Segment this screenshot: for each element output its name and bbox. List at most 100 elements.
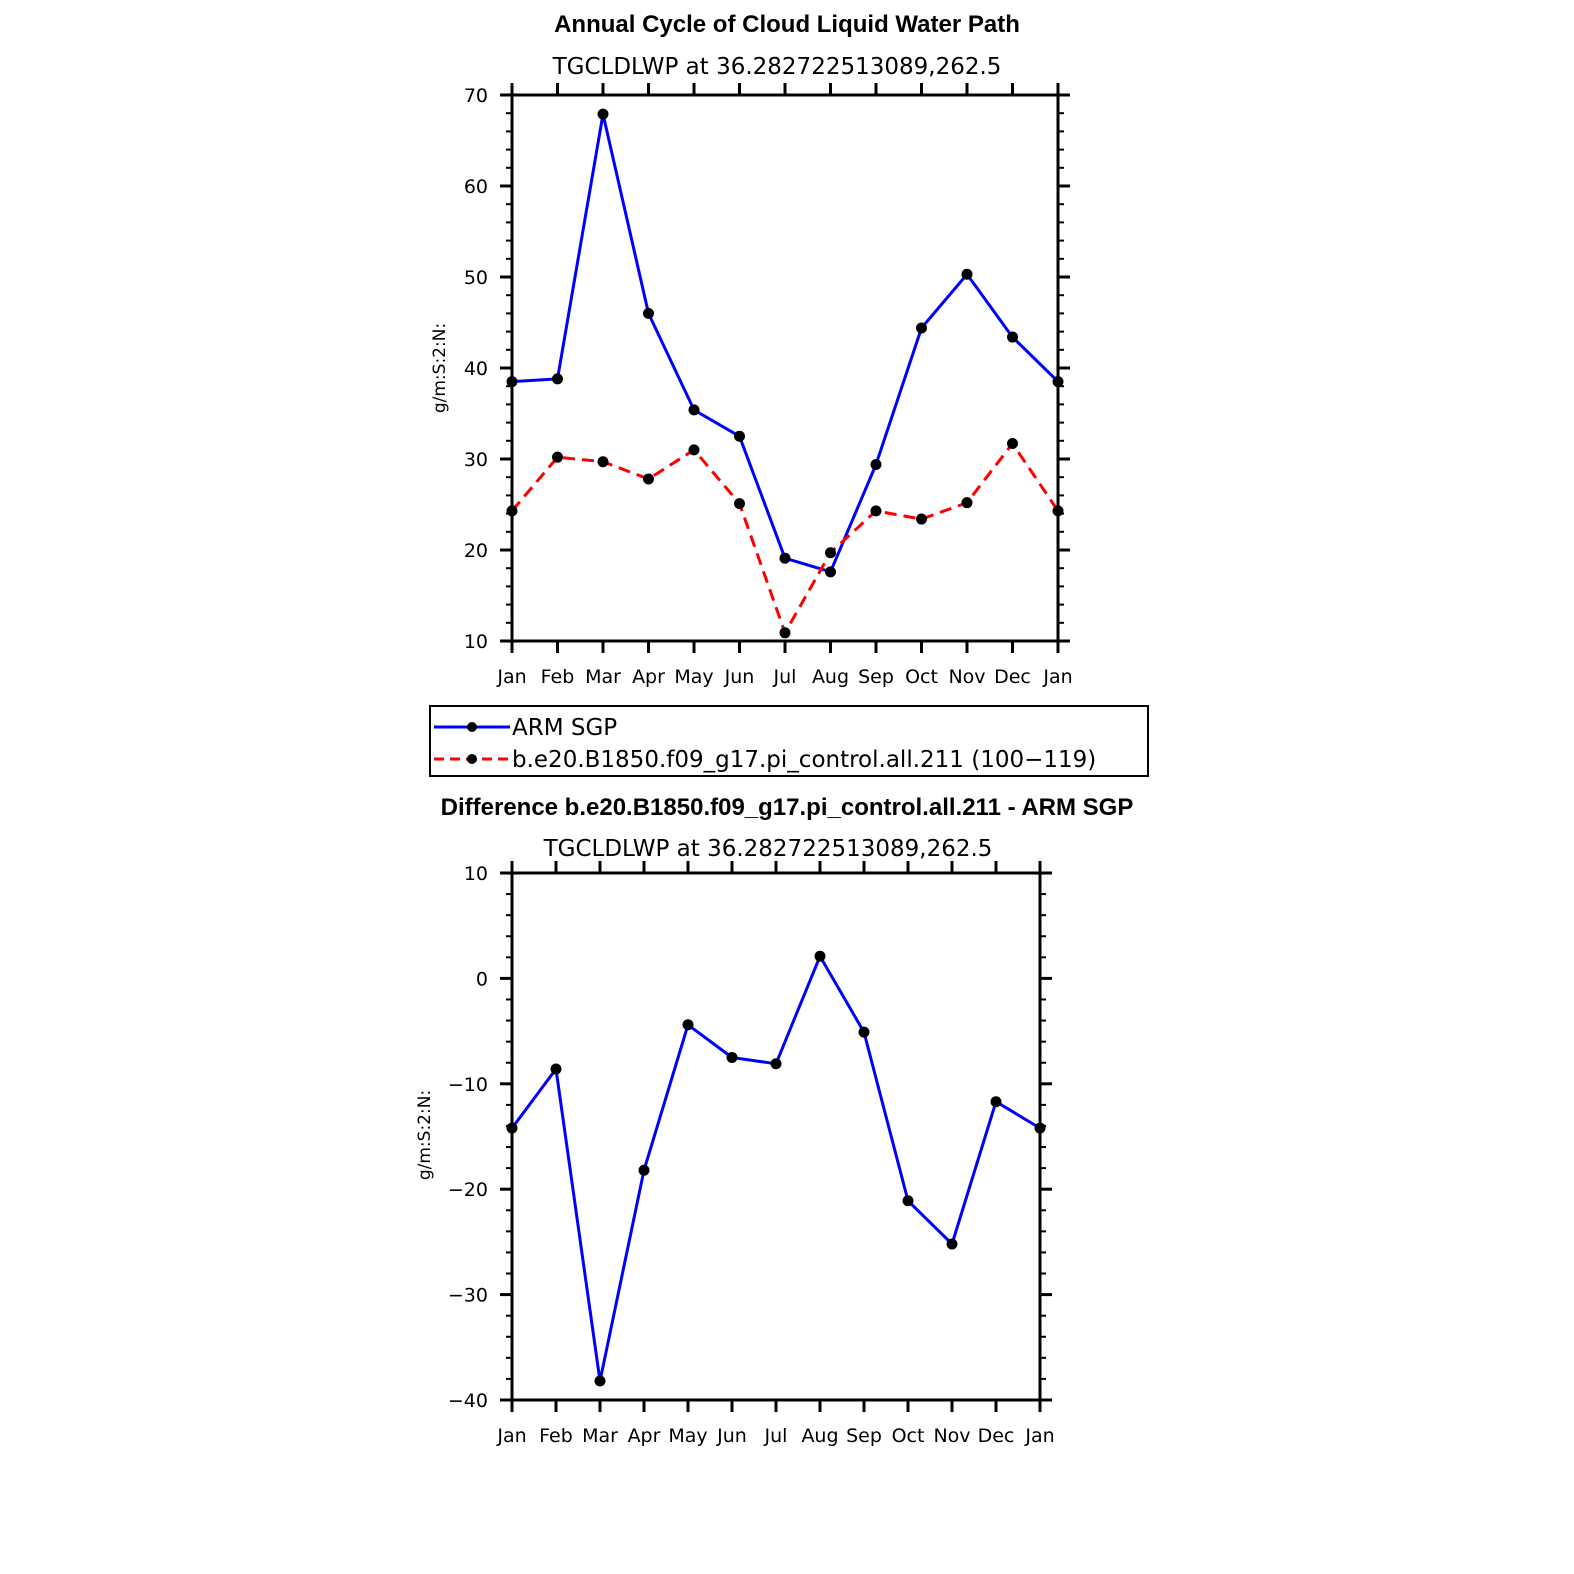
- legend-marker-model: [467, 754, 477, 764]
- data-point: [643, 473, 654, 485]
- data-point: [916, 322, 927, 334]
- data-point: [726, 1051, 738, 1063]
- data-point: [1007, 331, 1018, 343]
- axis-ticks: [500, 83, 1070, 653]
- y-tick-label: 40: [464, 358, 488, 380]
- difference-chart: Difference b.e20.B1850.f09_g17.pi_contro…: [415, 794, 1133, 1447]
- y-axis-label: g/m:S:2:N:: [415, 1090, 435, 1180]
- x-tick-label: May: [668, 1425, 707, 1447]
- data-point: [916, 513, 927, 525]
- x-tick-label: Jan: [1042, 666, 1072, 688]
- series-line-arm-sgp: [511, 112, 1060, 574]
- data-point: [1007, 438, 1018, 450]
- series-line-model: [510, 442, 1060, 635]
- x-tick-label: Aug: [801, 1425, 838, 1447]
- y-tick-label: −40: [448, 1390, 488, 1412]
- y-tick-label: 10: [464, 631, 488, 653]
- data-point: [688, 404, 700, 416]
- x-tick-label: Jan: [496, 666, 526, 688]
- legend-frame: [429, 705, 1149, 777]
- legend-label-arm-sgp: ARM SGP: [512, 715, 617, 741]
- data-point: [506, 376, 518, 388]
- chart-subtitle: TGCLDLWP at 36.282722513089,262.5: [543, 836, 993, 862]
- chart-title: Difference b.e20.B1850.f09_g17.pi_contro…: [441, 794, 1134, 821]
- data-point: [946, 1238, 958, 1250]
- y-tick-label: 10: [464, 863, 488, 885]
- data-point: [779, 552, 791, 564]
- x-tick-label: Aug: [812, 666, 849, 688]
- x-tick-label: Jul: [773, 666, 797, 688]
- y-tick-label: 0: [476, 968, 488, 990]
- data-point: [1034, 1122, 1046, 1134]
- x-tick-label: Oct: [905, 666, 938, 688]
- x-tick-label: Mar: [585, 666, 621, 688]
- y-tick-label: −20: [448, 1179, 488, 1201]
- y-tick-label: 30: [464, 449, 488, 471]
- data-point: [682, 1019, 694, 1031]
- x-tick-label: Nov: [933, 1425, 970, 1447]
- data-point: [552, 451, 563, 463]
- data-point: [643, 307, 654, 319]
- y-tick-label: 20: [464, 540, 488, 562]
- x-tick-label: Apr: [632, 666, 665, 688]
- data-point: [870, 505, 882, 517]
- annual-cycle-chart: Annual Cycle of Cloud Liquid Water Path …: [429, 11, 1149, 777]
- y-tick-labels: −40 −30 −20 −10 0 10: [448, 863, 488, 1412]
- data-point: [734, 498, 745, 510]
- data-point: [594, 1375, 606, 1387]
- legend-entry-arm-sgp: ARM SGP: [434, 715, 617, 741]
- legend-label-model: b.e20.B1850.f09_g17.pi_control.all.211 (…: [512, 747, 1096, 773]
- data-point: [902, 1195, 914, 1207]
- data-point: [506, 505, 518, 517]
- x-tick-label: Mar: [582, 1425, 618, 1447]
- data-point: [638, 1164, 650, 1176]
- x-tick-label: Jun: [716, 1425, 747, 1447]
- data-point: [550, 1063, 562, 1075]
- legend-entry-model: b.e20.B1850.f09_g17.pi_control.all.211 (…: [434, 747, 1096, 773]
- y-tick-label: 60: [464, 176, 488, 198]
- x-tick-labels: Jan Feb Mar Apr May Jun Jul Aug Sep Oct Nov Dec Jan: [496, 1425, 1054, 1447]
- data-point: [597, 456, 609, 468]
- x-tick-label: Apr: [628, 1425, 661, 1447]
- y-axis-label: g/m:S:2:N:: [430, 323, 450, 413]
- data-point: [597, 108, 609, 120]
- axis-ticks: [500, 861, 1052, 1412]
- x-tick-label: Jan: [1024, 1425, 1054, 1447]
- x-tick-label: Jul: [764, 1425, 788, 1447]
- legend-marker-arm-sgp: [467, 722, 477, 732]
- data-point: [552, 373, 563, 385]
- data-point: [825, 566, 836, 578]
- y-tick-label: 70: [464, 85, 488, 107]
- data-point: [870, 458, 882, 470]
- x-tick-label: Sep: [846, 1425, 882, 1447]
- series-group: [506, 108, 1064, 639]
- chart-title: Annual Cycle of Cloud Liquid Water Path: [554, 11, 1020, 38]
- data-point: [688, 444, 700, 456]
- x-tick-label: Dec: [978, 1425, 1015, 1447]
- data-point: [858, 1026, 870, 1038]
- data-point: [1052, 376, 1064, 388]
- data-point: [961, 497, 973, 509]
- x-tick-label: Oct: [892, 1425, 925, 1447]
- data-point: [779, 627, 791, 639]
- legend: ARM SGP b.e20.B1850.f09_g17.pi_control.a…: [429, 705, 1149, 777]
- y-tick-labels: 10 20 30 40 50 60 70: [464, 85, 488, 653]
- data-point: [990, 1096, 1002, 1108]
- y-tick-label: −30: [448, 1285, 488, 1307]
- data-point: [506, 1122, 518, 1134]
- data-point: [734, 430, 745, 442]
- x-tick-label: Feb: [539, 1425, 573, 1447]
- data-point: [1052, 505, 1064, 517]
- data-point: [770, 1058, 782, 1070]
- series-group: [506, 950, 1046, 1387]
- data-point: [961, 268, 973, 280]
- x-tick-label: Jan: [496, 1425, 526, 1447]
- x-tick-label: Jun: [724, 666, 755, 688]
- data-point: [814, 950, 826, 962]
- x-tick-label: Nov: [948, 666, 985, 688]
- x-tick-label: Sep: [858, 666, 894, 688]
- x-tick-label: Feb: [541, 666, 575, 688]
- x-tick-labels: Jan Feb Mar Apr May Jun Jul Aug Sep Oct Nov Dec Jan: [496, 666, 1072, 688]
- x-tick-label: May: [674, 666, 713, 688]
